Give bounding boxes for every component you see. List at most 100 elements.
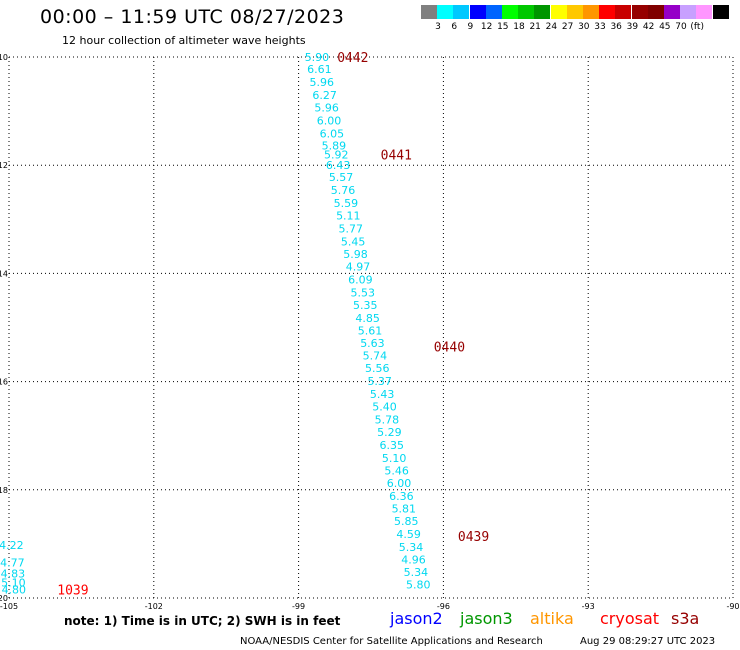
swh-point-label: 5.40 xyxy=(372,400,397,413)
swh-point-label: 5.56 xyxy=(365,362,390,375)
y-tick-label: -10 xyxy=(0,53,8,62)
scale-label: 15 xyxy=(497,22,509,32)
swh-point-label: 5.11 xyxy=(336,210,361,223)
scale-swatch xyxy=(615,5,632,19)
swh-point-label: 5.85 xyxy=(394,515,419,528)
swh-point-label: 6.43 xyxy=(326,159,351,172)
scale-label: 36 xyxy=(610,22,622,32)
swh-point-label: 5.98 xyxy=(343,248,368,261)
swh-point-label: 5.34 xyxy=(399,541,424,554)
time-label: 0442 xyxy=(337,51,368,66)
swh-point-label: 4.85 xyxy=(355,312,380,325)
scale-label: 27 xyxy=(561,22,574,32)
scale-swatch xyxy=(712,5,729,19)
y-tick-label: -14 xyxy=(0,269,8,278)
scale-label: 45 xyxy=(659,22,671,32)
y-tick-label: -18 xyxy=(0,486,8,495)
chart-subtitle: 12 hour collection of altimeter wave hei… xyxy=(62,34,306,47)
scale-label: 39 xyxy=(626,22,639,32)
swh-point-label: 6.61 xyxy=(307,63,332,76)
scale-swatch xyxy=(599,5,616,19)
scale-swatch xyxy=(631,5,648,19)
swh-point-label: 5.10 xyxy=(382,452,407,465)
time-label: 0440 xyxy=(434,340,465,355)
footer-note: note: 1) Time is in UTC; 2) SWH is in fe… xyxy=(64,614,341,628)
scale-swatch xyxy=(453,5,470,19)
scale-swatch xyxy=(647,5,664,19)
swh-point-label: 5.96 xyxy=(314,101,339,114)
scale-label: 33 xyxy=(594,22,606,32)
scale-label: 42 xyxy=(642,22,655,32)
swh-point-label: 4.96 xyxy=(401,554,426,567)
y-tick-label: -20 xyxy=(0,594,8,603)
swh-point-label: 5.10 xyxy=(1,576,26,589)
swh-point-label: 5.45 xyxy=(341,235,366,248)
swh-point-label: 4.59 xyxy=(396,528,421,541)
swh-point-label: 5.57 xyxy=(329,171,354,184)
swh-point-label: 6.00 xyxy=(387,477,412,490)
legend-cryosat: cryosat xyxy=(600,609,660,628)
swh-point-label: 5.53 xyxy=(351,286,376,299)
y-tick-label: -12 xyxy=(0,161,8,170)
swh-point-label: 6.05 xyxy=(320,127,345,140)
swh-point-label: 6.27 xyxy=(312,89,337,102)
x-tick-label: -99 xyxy=(292,602,305,611)
scale-swatch xyxy=(664,5,680,19)
scale-label: 24 xyxy=(545,22,558,32)
swh-point-label: 6.09 xyxy=(348,273,373,286)
scale-swatch xyxy=(534,5,551,19)
x-tick-label: -90 xyxy=(726,602,739,611)
x-tick-label: -105 xyxy=(0,602,18,611)
swh-point-label: 5.89 xyxy=(322,140,347,153)
y-tick-label: -16 xyxy=(0,378,8,387)
time-label: 0441 xyxy=(381,148,412,163)
legend-s3a: s3a xyxy=(671,609,700,628)
swh-point-label: 5.81 xyxy=(392,503,417,516)
legend-altika: altika xyxy=(530,609,574,628)
time-label: 0439 xyxy=(458,530,489,545)
swh-point-label: 5.29 xyxy=(377,426,402,439)
swh-point-label: 5.34 xyxy=(404,566,429,579)
scale-label: 6 xyxy=(451,22,458,32)
scale-swatch xyxy=(421,5,437,19)
scale-swatch xyxy=(469,5,486,19)
swh-point-label: 5.78 xyxy=(375,413,400,426)
swh-point-label: 4.83 xyxy=(1,568,26,581)
scale-label: 18 xyxy=(513,22,525,32)
x-tick-label: -93 xyxy=(582,602,595,611)
legend-jason2: jason2 xyxy=(390,609,443,628)
swh-point-label: 5.76 xyxy=(331,184,356,197)
swh-point-label: 5.74 xyxy=(363,350,388,363)
scale-swatch xyxy=(550,5,567,19)
swh-point-label: 6.00 xyxy=(317,114,342,127)
scale-label: 9 xyxy=(467,22,474,32)
swh-point-label: 5.46 xyxy=(384,464,409,477)
footer-credit: NOAA/NESDIS Center for Satellite Applica… xyxy=(240,636,543,647)
scale-label: 3 xyxy=(435,22,441,32)
swh-point-label: 5.92 xyxy=(324,148,349,161)
swh-point-label: 5.96 xyxy=(310,76,335,89)
swh-point-label: 5.90 xyxy=(305,51,330,64)
scale-label: 12 xyxy=(480,22,493,32)
swh-point-label: 5.63 xyxy=(360,337,385,350)
scale-swatch xyxy=(485,5,502,19)
footer-timestamp: Aug 29 08:29:27 UTC 2023 xyxy=(580,636,716,647)
swh-point-label: 6.36 xyxy=(389,490,414,503)
swh-point-label: 4.77 xyxy=(0,556,25,569)
scale-swatch xyxy=(680,5,697,19)
swh-point-label: 5.77 xyxy=(338,222,363,235)
chart-title: 00:00 – 11:59 UTC 08/27/2023 xyxy=(40,6,345,28)
swh-point-label: 5.35 xyxy=(353,299,378,312)
scale-swatch xyxy=(696,5,713,19)
scale-swatch xyxy=(518,5,535,19)
scale-label: 30 xyxy=(578,22,590,32)
swh-point-label: 4.80 xyxy=(2,583,27,596)
swh-point-label: 5.43 xyxy=(370,388,395,401)
legend-jason3: jason3 xyxy=(460,609,513,628)
swh-point-label: 4.97 xyxy=(346,260,371,273)
x-tick-label: -102 xyxy=(145,602,163,611)
scale-swatch xyxy=(437,5,454,19)
time-label: 1039 xyxy=(57,583,88,598)
